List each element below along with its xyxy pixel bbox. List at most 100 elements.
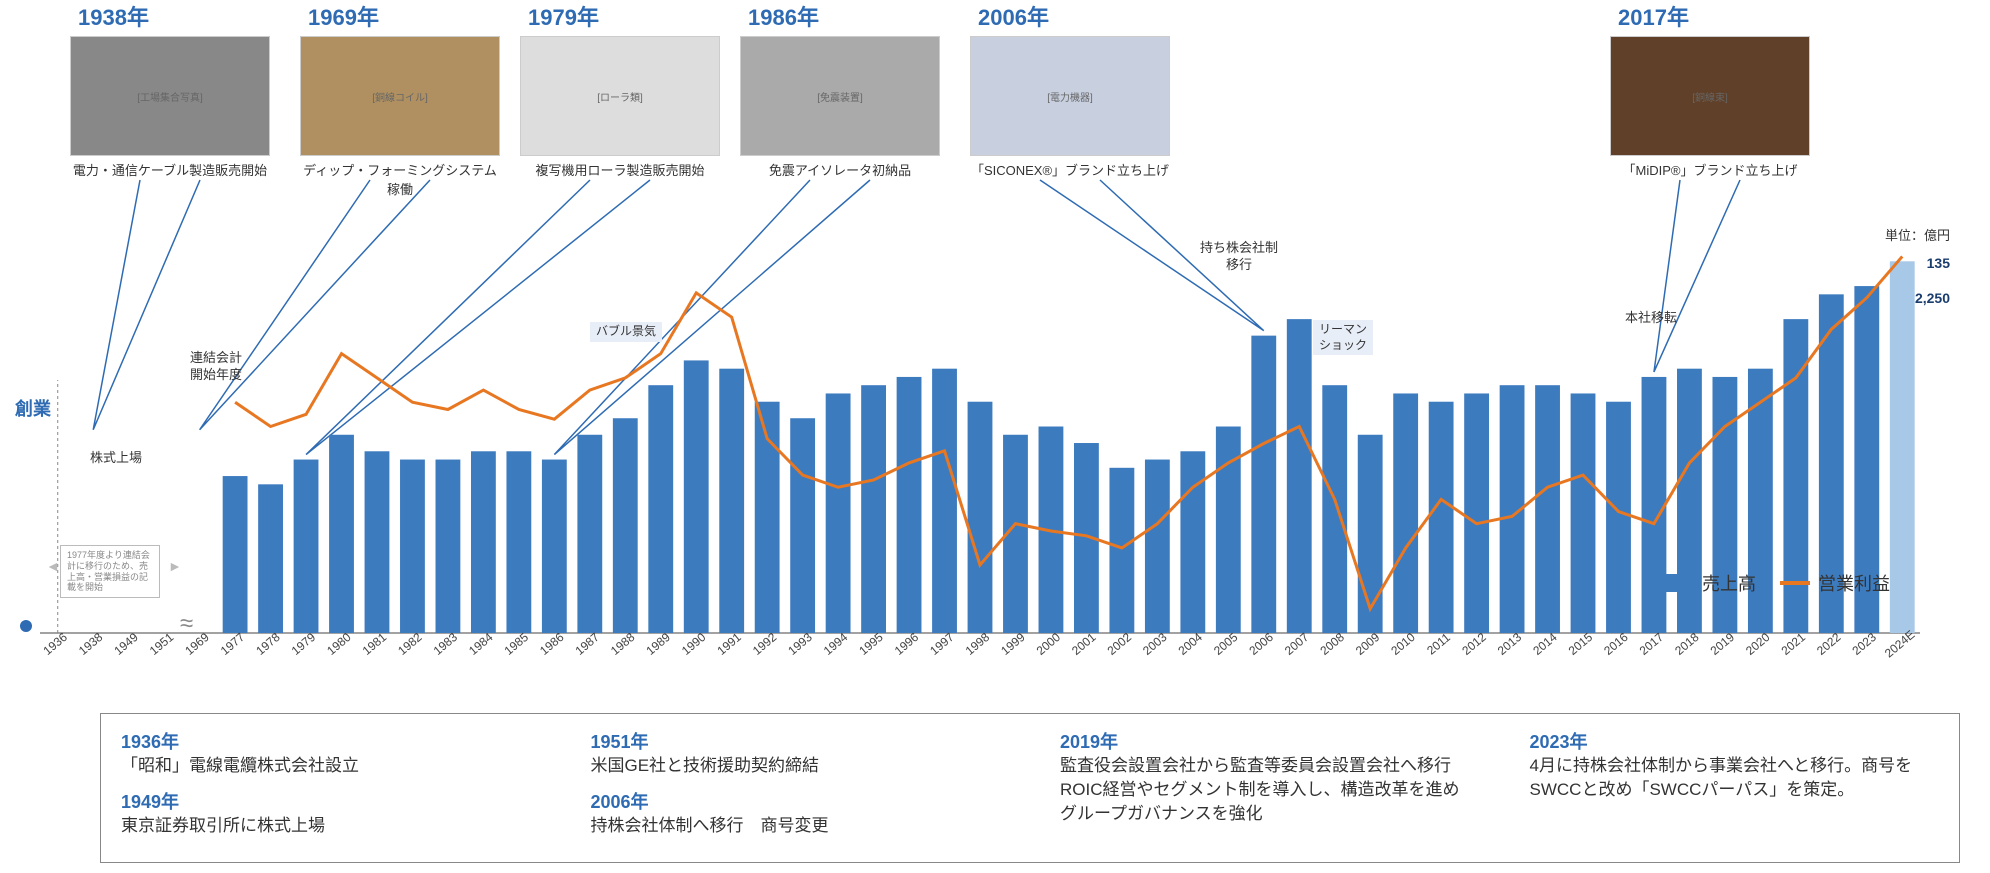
x-tick: 1981: [360, 630, 390, 658]
card-year: 1938年: [70, 0, 270, 32]
history-text: 持株会社体制へ移行 商号変更: [591, 814, 1001, 838]
x-tick: 1978: [253, 630, 283, 658]
listing-label: 株式上場: [90, 450, 142, 467]
card-year: 2017年: [1610, 0, 1810, 32]
bar: [790, 418, 815, 633]
bar: [471, 451, 496, 633]
x-tick: 2018: [1672, 630, 1702, 658]
founding-dot: [20, 620, 32, 632]
x-tick: 2008: [1317, 630, 1347, 658]
x-tick: 2004: [1176, 630, 1206, 658]
note-arrow-left: ◄: [46, 558, 60, 574]
x-tick: 2010: [1388, 630, 1418, 658]
history-text-box: 1936年 「昭和」電線電纜株式会社設立1949年 東京証券取引所に株式上場19…: [100, 713, 1960, 863]
holding-annot: 持ち株会社制 移行: [1200, 240, 1278, 274]
timeline-card: 1986年 [免震装置] 免震アイソレータ初納品: [740, 0, 940, 179]
x-tick: 2021: [1779, 630, 1809, 658]
history-year: 2006年: [591, 788, 1001, 814]
x-tick: 2020: [1743, 630, 1773, 658]
card-caption: 「MiDIP®」ブランド立ち上げ: [1610, 160, 1810, 179]
legend-profit-label: 営業利益: [1818, 570, 1890, 596]
history-text: 4月に持株会社体制から事業会社へと移行。商号をSWCCと改め「SWCCパーパス」…: [1530, 754, 1940, 802]
card-year: 1979年: [520, 0, 720, 32]
hq-move-annot: 本社移転: [1625, 310, 1677, 327]
card-image: [銅線コイル]: [300, 36, 500, 156]
end-sales-label: 2,250: [1915, 290, 1950, 306]
bar: [1180, 451, 1205, 633]
history-year: 1936年: [121, 728, 531, 754]
x-tick: 1936: [40, 630, 70, 658]
card-image: [電力機器]: [970, 36, 1170, 156]
history-item: 1949年 東京証券取引所に株式上場: [121, 788, 531, 838]
x-tick: 2019: [1708, 630, 1738, 658]
x-tick: 2013: [1495, 630, 1525, 658]
x-tick: 2009: [1353, 630, 1383, 658]
bar: [365, 451, 390, 633]
end-profit-label: 135: [1927, 255, 1950, 271]
x-tick: 1982: [395, 630, 425, 658]
history-item: 2019年 監査役会設置会社から監査等委員会設置会社へ移行ROIC経営やセグメン…: [1060, 728, 1470, 825]
unit-label: 単位：億円: [1885, 225, 1950, 244]
x-tick: 2002: [1105, 630, 1135, 658]
timeline-card: 1969年 [銅線コイル] ディップ・フォーミングシステム稼働: [300, 0, 500, 198]
note-1977: 1977年度より連結会計に移行のため、売上高・営業損益の記載を開始: [60, 545, 160, 598]
bar: [648, 385, 673, 633]
timeline-chart: 1936193819491951196919771978197919801981…: [10, 220, 1980, 673]
history-year: 1951年: [591, 728, 1001, 754]
x-tick: 2022: [1814, 630, 1844, 658]
bar: [400, 460, 425, 633]
history-column: 2023年 4月に持株会社体制から事業会社へと移行。商号をSWCCと改め「SWC…: [1530, 728, 1940, 848]
bar: [436, 460, 461, 633]
bar: [1322, 385, 1347, 633]
history-year: 2019年: [1060, 728, 1470, 754]
bar: [506, 451, 531, 633]
x-tick: 1998: [963, 630, 993, 658]
x-tick: 1986: [537, 630, 567, 658]
card-caption: 複写機用ローラ製造販売開始: [520, 160, 720, 179]
x-tick: 1997: [927, 630, 957, 658]
bar: [1464, 393, 1489, 633]
timeline-card: 2017年 [銅線束] 「MiDIP®」ブランド立ち上げ: [1610, 0, 1810, 179]
card-image: [工場集合写真]: [70, 36, 270, 156]
history-item: 1951年 米国GE社と技術援助契約締結: [591, 728, 1001, 778]
bar: [613, 418, 638, 633]
timeline-break: ≈: [180, 610, 189, 638]
bar: [719, 369, 744, 633]
bar: [258, 484, 283, 633]
history-text: 東京証券取引所に株式上場: [121, 814, 531, 838]
legend-sales-label: 売上高: [1702, 570, 1756, 596]
timeline-cards-row: 1938年 [工場集合写真] 電力・通信ケーブル製造販売開始 1969年 [銅線…: [50, 0, 1940, 220]
x-tick: 2005: [1211, 630, 1241, 658]
x-tick: 2011: [1424, 630, 1453, 658]
bar: [1642, 377, 1667, 633]
x-tick: 1995: [856, 630, 886, 658]
bar: [1145, 460, 1170, 633]
x-tick: 1985: [502, 630, 532, 658]
x-tick: 1980: [324, 630, 354, 658]
bar: [684, 360, 709, 633]
bar: [577, 435, 602, 633]
history-text: 監査役会設置会社から監査等委員会設置会社へ移行ROIC経営やセグメント制を導入し…: [1060, 754, 1470, 825]
history-item: 2023年 4月に持株会社体制から事業会社へと移行。商号をSWCCと改め「SWC…: [1530, 728, 1940, 802]
x-tick: 1989: [643, 630, 673, 658]
bar: [968, 402, 993, 633]
x-tick: 1983: [431, 630, 461, 658]
bar: [861, 385, 886, 633]
x-tick: 1990: [679, 630, 709, 658]
bubble-annot: バブル景気: [590, 322, 662, 342]
x-tick: 2014: [1530, 630, 1560, 658]
x-tick: 1977: [218, 630, 248, 658]
x-tick: 2023: [1849, 630, 1879, 658]
x-tick: 2015: [1566, 630, 1596, 658]
x-tick: 1994: [821, 630, 851, 658]
consolidated-start-label: 連結会計 開始年度: [190, 350, 242, 384]
x-tick: 2001: [1069, 630, 1099, 658]
founding-label: 創業: [15, 395, 51, 421]
history-item: 2006年 持株会社体制へ移行 商号変更: [591, 788, 1001, 838]
history-text: 米国GE社と技術援助契約締結: [591, 754, 1001, 778]
x-tick: 1992: [750, 630, 780, 658]
card-image: [免震装置]: [740, 36, 940, 156]
x-tick: 1993: [785, 630, 815, 658]
history-year: 1949年: [121, 788, 531, 814]
bar: [1571, 393, 1596, 633]
